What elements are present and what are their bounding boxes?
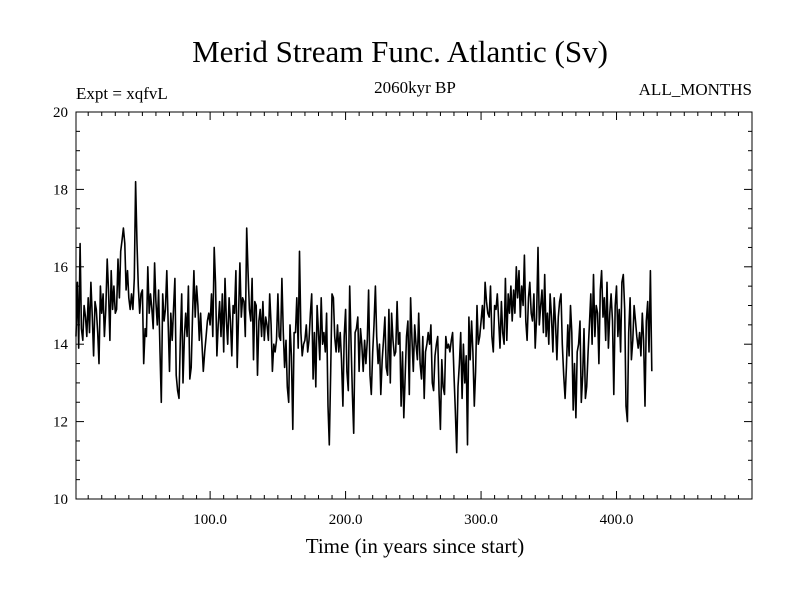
period-label: 2060kyr BP <box>374 78 456 97</box>
y-tick-label: 16 <box>53 260 69 276</box>
months-label: ALL_MONTHS <box>638 80 752 99</box>
x-tick-label: 100.0 <box>193 512 227 528</box>
series-line <box>75 180 653 454</box>
x-tick-label: 400.0 <box>600 512 634 528</box>
y-tick-label: 14 <box>53 337 69 353</box>
chart-title: Merid Stream Func. Atlantic (Sv) <box>192 34 608 69</box>
plot-frame <box>75 111 753 500</box>
experiment-label: Expt = xqfvL <box>76 84 168 103</box>
x-tick-label: 300.0 <box>464 512 498 528</box>
x-axis-label: Time (in years since start) <box>305 534 525 558</box>
y-tick-label: 10 <box>53 492 68 508</box>
y-tick-label: 12 <box>53 415 68 431</box>
y-tick-label: 18 <box>53 182 68 198</box>
x-tick-label: 200.0 <box>329 512 363 528</box>
y-tick-label: 20 <box>53 105 68 121</box>
series-group <box>75 180 653 454</box>
axes: 100.0 200.0 300.0 400.0 10 12 14 16 18 20 <box>53 105 752 528</box>
